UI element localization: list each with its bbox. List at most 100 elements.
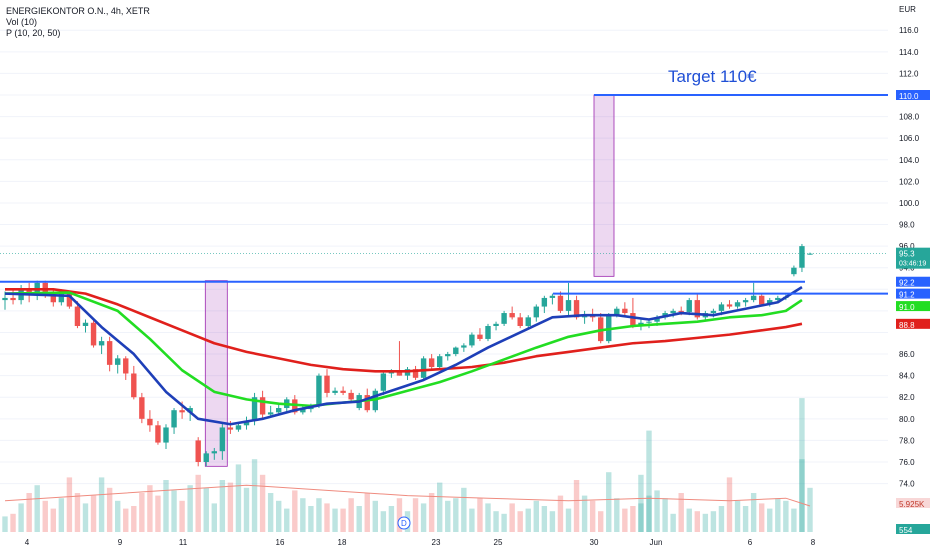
candle-body xyxy=(654,317,660,322)
time-tick-label: 16 xyxy=(276,538,285,547)
candle-body xyxy=(428,358,435,368)
volume-bar xyxy=(267,493,274,532)
price-tick-label: 78.0 xyxy=(899,436,915,445)
candle-body xyxy=(533,306,539,318)
candle-body xyxy=(493,323,499,326)
volume-legend: Vol (10) xyxy=(6,17,37,27)
candle-body xyxy=(364,395,370,411)
volume-bar xyxy=(759,503,765,532)
volume-bar xyxy=(525,508,531,532)
candle-body xyxy=(98,341,105,346)
volume-bar xyxy=(284,508,290,532)
candle-body xyxy=(396,371,403,376)
volume-bar xyxy=(453,498,459,532)
candle-body xyxy=(380,373,387,391)
price-tick-label: 84.0 xyxy=(899,372,915,381)
horizontal-levels xyxy=(0,94,888,295)
price-badges: 110.0 95.3 03:46:19 92.2 91.2 91.0 88.8 5.925K 5… xyxy=(896,90,930,535)
level-low-badge-text: 91.2 xyxy=(899,291,915,300)
candle-body xyxy=(710,310,717,314)
candle-body xyxy=(195,440,201,462)
volume-bar xyxy=(541,506,548,532)
candle-body xyxy=(251,397,258,421)
time-tick-label: 23 xyxy=(432,538,441,547)
volume-bar xyxy=(276,500,282,532)
volume-bar xyxy=(412,498,419,532)
volume-bar xyxy=(364,493,370,532)
volume-bar xyxy=(187,485,193,532)
volume-bar xyxy=(163,480,169,532)
volume-bar xyxy=(630,506,636,532)
time-tick-label: 30 xyxy=(590,538,599,547)
volume-bar xyxy=(501,513,507,532)
candle-body xyxy=(630,313,636,326)
candle-body xyxy=(90,322,97,346)
volume-bar xyxy=(58,498,65,532)
candle-body xyxy=(316,375,322,406)
volume-bar xyxy=(66,477,73,532)
volume-bar xyxy=(155,495,161,532)
candle-body xyxy=(66,293,73,307)
candle-body xyxy=(477,334,483,339)
volume-bar xyxy=(179,500,185,532)
volume-bar xyxy=(308,506,314,532)
volume-bar xyxy=(195,474,201,532)
candle-body xyxy=(549,295,556,298)
candle-body xyxy=(131,373,137,398)
time-axis[interactable]: 4 9 11 16 18 23 25 30 Jun 6 8 xyxy=(25,538,816,547)
volume-spike xyxy=(646,430,652,532)
volume-bar xyxy=(98,477,105,532)
price-tick-label: 114.0 xyxy=(899,48,919,57)
volume-bar xyxy=(461,487,467,532)
volume-bar xyxy=(678,493,684,532)
event-marker[interactable]: D xyxy=(397,516,411,530)
price-tick-label: 76.0 xyxy=(899,458,915,467)
grid-lines xyxy=(0,29,888,485)
volume-bar xyxy=(292,490,298,532)
volume-bar xyxy=(34,485,40,532)
volume-bar xyxy=(469,508,475,532)
price-tick-label: 98.0 xyxy=(899,221,915,230)
candle-body xyxy=(670,310,676,314)
volume-bar xyxy=(686,508,692,532)
volume-bar xyxy=(428,493,435,532)
ma-mid-line xyxy=(4,291,803,408)
chart-title: ENERGIEKONTOR O.N., 4h, XETR xyxy=(6,6,150,16)
candle-body xyxy=(340,390,346,393)
candle-body xyxy=(759,295,765,305)
candle-body xyxy=(259,397,266,415)
last-price-badge xyxy=(896,247,930,269)
volume-bar xyxy=(203,487,209,532)
ma-fast-line xyxy=(4,286,803,426)
volume-bar xyxy=(477,498,483,532)
volume-bar xyxy=(227,482,234,532)
target-price-badge xyxy=(896,90,930,100)
candle-body xyxy=(726,304,733,307)
candle-body xyxy=(453,347,459,355)
candle-body xyxy=(179,410,185,413)
candle-body xyxy=(557,295,564,311)
ma-mid-badge xyxy=(896,301,930,312)
volume-bar xyxy=(606,472,612,532)
candle-body xyxy=(147,418,153,426)
volume-bar xyxy=(388,506,395,532)
candle-body xyxy=(50,295,56,303)
volume-spike xyxy=(638,474,644,532)
candle-body xyxy=(219,427,226,452)
volume-ma-badge-text: 5.925K xyxy=(899,500,925,509)
volume-bar xyxy=(598,511,604,532)
volume-bar xyxy=(726,477,733,532)
volume-bar xyxy=(139,493,145,532)
volume-bar xyxy=(356,506,362,532)
volume-bar xyxy=(694,511,700,532)
level-high-badge-text: 92.2 xyxy=(899,279,915,288)
volume-bar xyxy=(549,511,556,532)
volume-bar xyxy=(493,511,499,532)
volume-bar xyxy=(622,508,628,532)
ma-slow-badge xyxy=(896,318,930,329)
currency-label: EUR xyxy=(899,5,916,14)
candle-body xyxy=(115,358,121,365)
candle-body xyxy=(517,317,523,326)
volume-bar xyxy=(445,500,451,532)
